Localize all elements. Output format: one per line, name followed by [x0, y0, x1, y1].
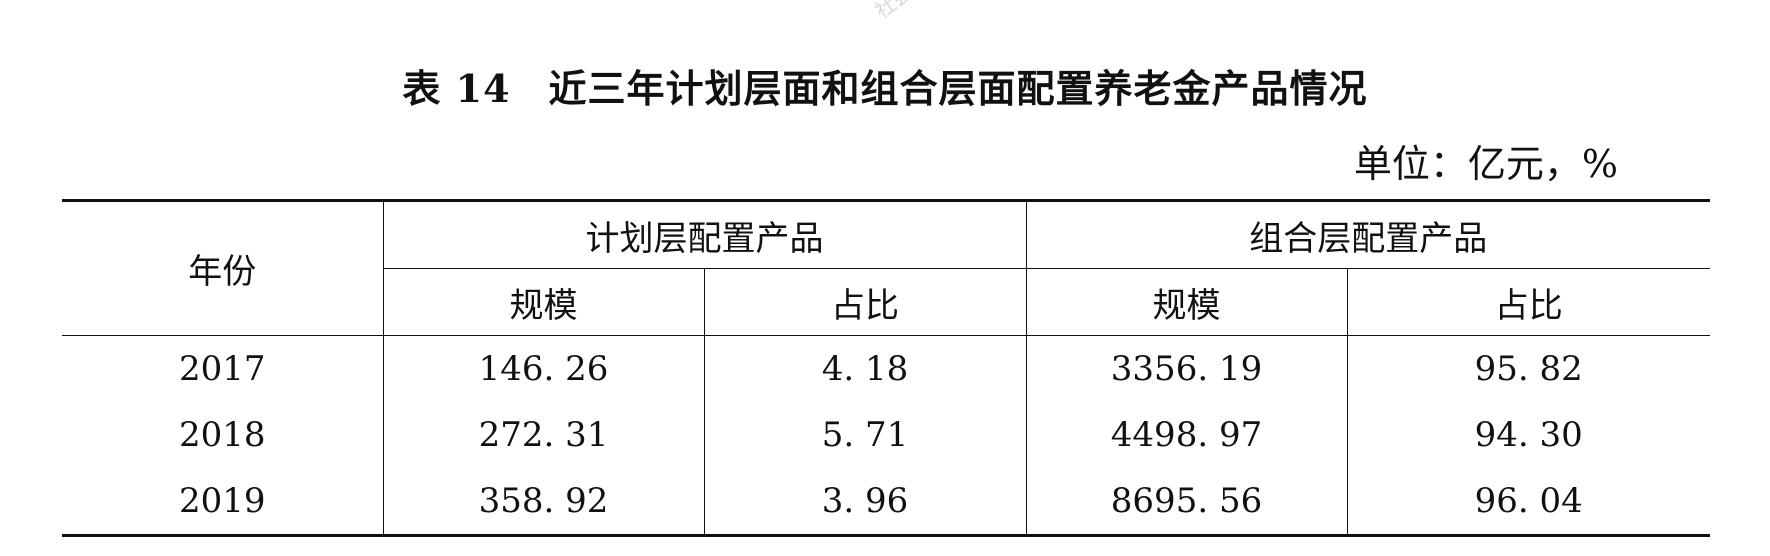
subheader-portfolio-share: 占比 — [1346, 268, 1710, 336]
plan-scale-cell: 146. 26 — [382, 335, 704, 402]
subheader-plan-scale: 规模 — [382, 268, 704, 336]
plan-scale-cell: 358. 92 — [382, 468, 704, 537]
subheader-plan-share: 占比 — [703, 268, 1026, 336]
header-row-groups: 年份 计划层配置产品 组合层配置产品 — [62, 199, 1710, 336]
group-header-portfolio: 组合层配置产品 — [1025, 199, 1710, 269]
table-number: 表 14 — [402, 66, 511, 111]
portfolio-share-cell: 95. 82 — [1346, 335, 1710, 402]
group-header-plan: 计划层配置产品 — [382, 199, 1026, 269]
data-table: 年份 计划层配置产品 组合层配置产品 规模 占比 规模 占比 2017 146.… — [62, 199, 1710, 537]
portfolio-share-cell: 94. 30 — [1346, 402, 1710, 468]
plan-share-cell: 5. 71 — [703, 402, 1026, 468]
table-row: 2019 358. 92 3. 96 8695. 56 96. 04 — [62, 468, 1710, 537]
header-row-subheaders: 规模 占比 规模 占比 — [62, 268, 1710, 336]
year-cell: 2017 — [178, 349, 266, 389]
portfolio-scale-cell: 8695. 56 — [1025, 468, 1347, 537]
year-header: 年份 — [62, 199, 383, 336]
table-row: 2018 272. 31 5. 71 4498. 97 94. 30 — [62, 402, 1710, 468]
year-cell: 2018 — [178, 415, 266, 455]
table-row: 2017 146. 26 4. 18 3356. 19 95. 82 — [62, 335, 1710, 402]
plan-scale-cell: 272. 31 — [382, 402, 704, 468]
plan-share-cell: 3. 96 — [703, 468, 1026, 537]
plan-share-cell: 4. 18 — [703, 335, 1026, 402]
watermark-text: 社会 — [870, 0, 917, 23]
unit-label: 单位：亿元，% — [1353, 142, 1618, 186]
table-title-text: 近三年计划层面和组合层面配置养老金产品情况 — [548, 66, 1368, 111]
portfolio-scale-cell: 4498. 97 — [1025, 402, 1347, 468]
year-cell: 2019 — [62, 468, 383, 537]
portfolio-scale-cell: 3356. 19 — [1025, 335, 1347, 402]
portfolio-share-cell: 96. 04 — [1346, 468, 1710, 537]
table-title: 表 14 近三年计划层面和组合层面配置养老金产品情况 — [0, 58, 1770, 113]
subheader-portfolio-scale: 规模 — [1025, 268, 1347, 336]
